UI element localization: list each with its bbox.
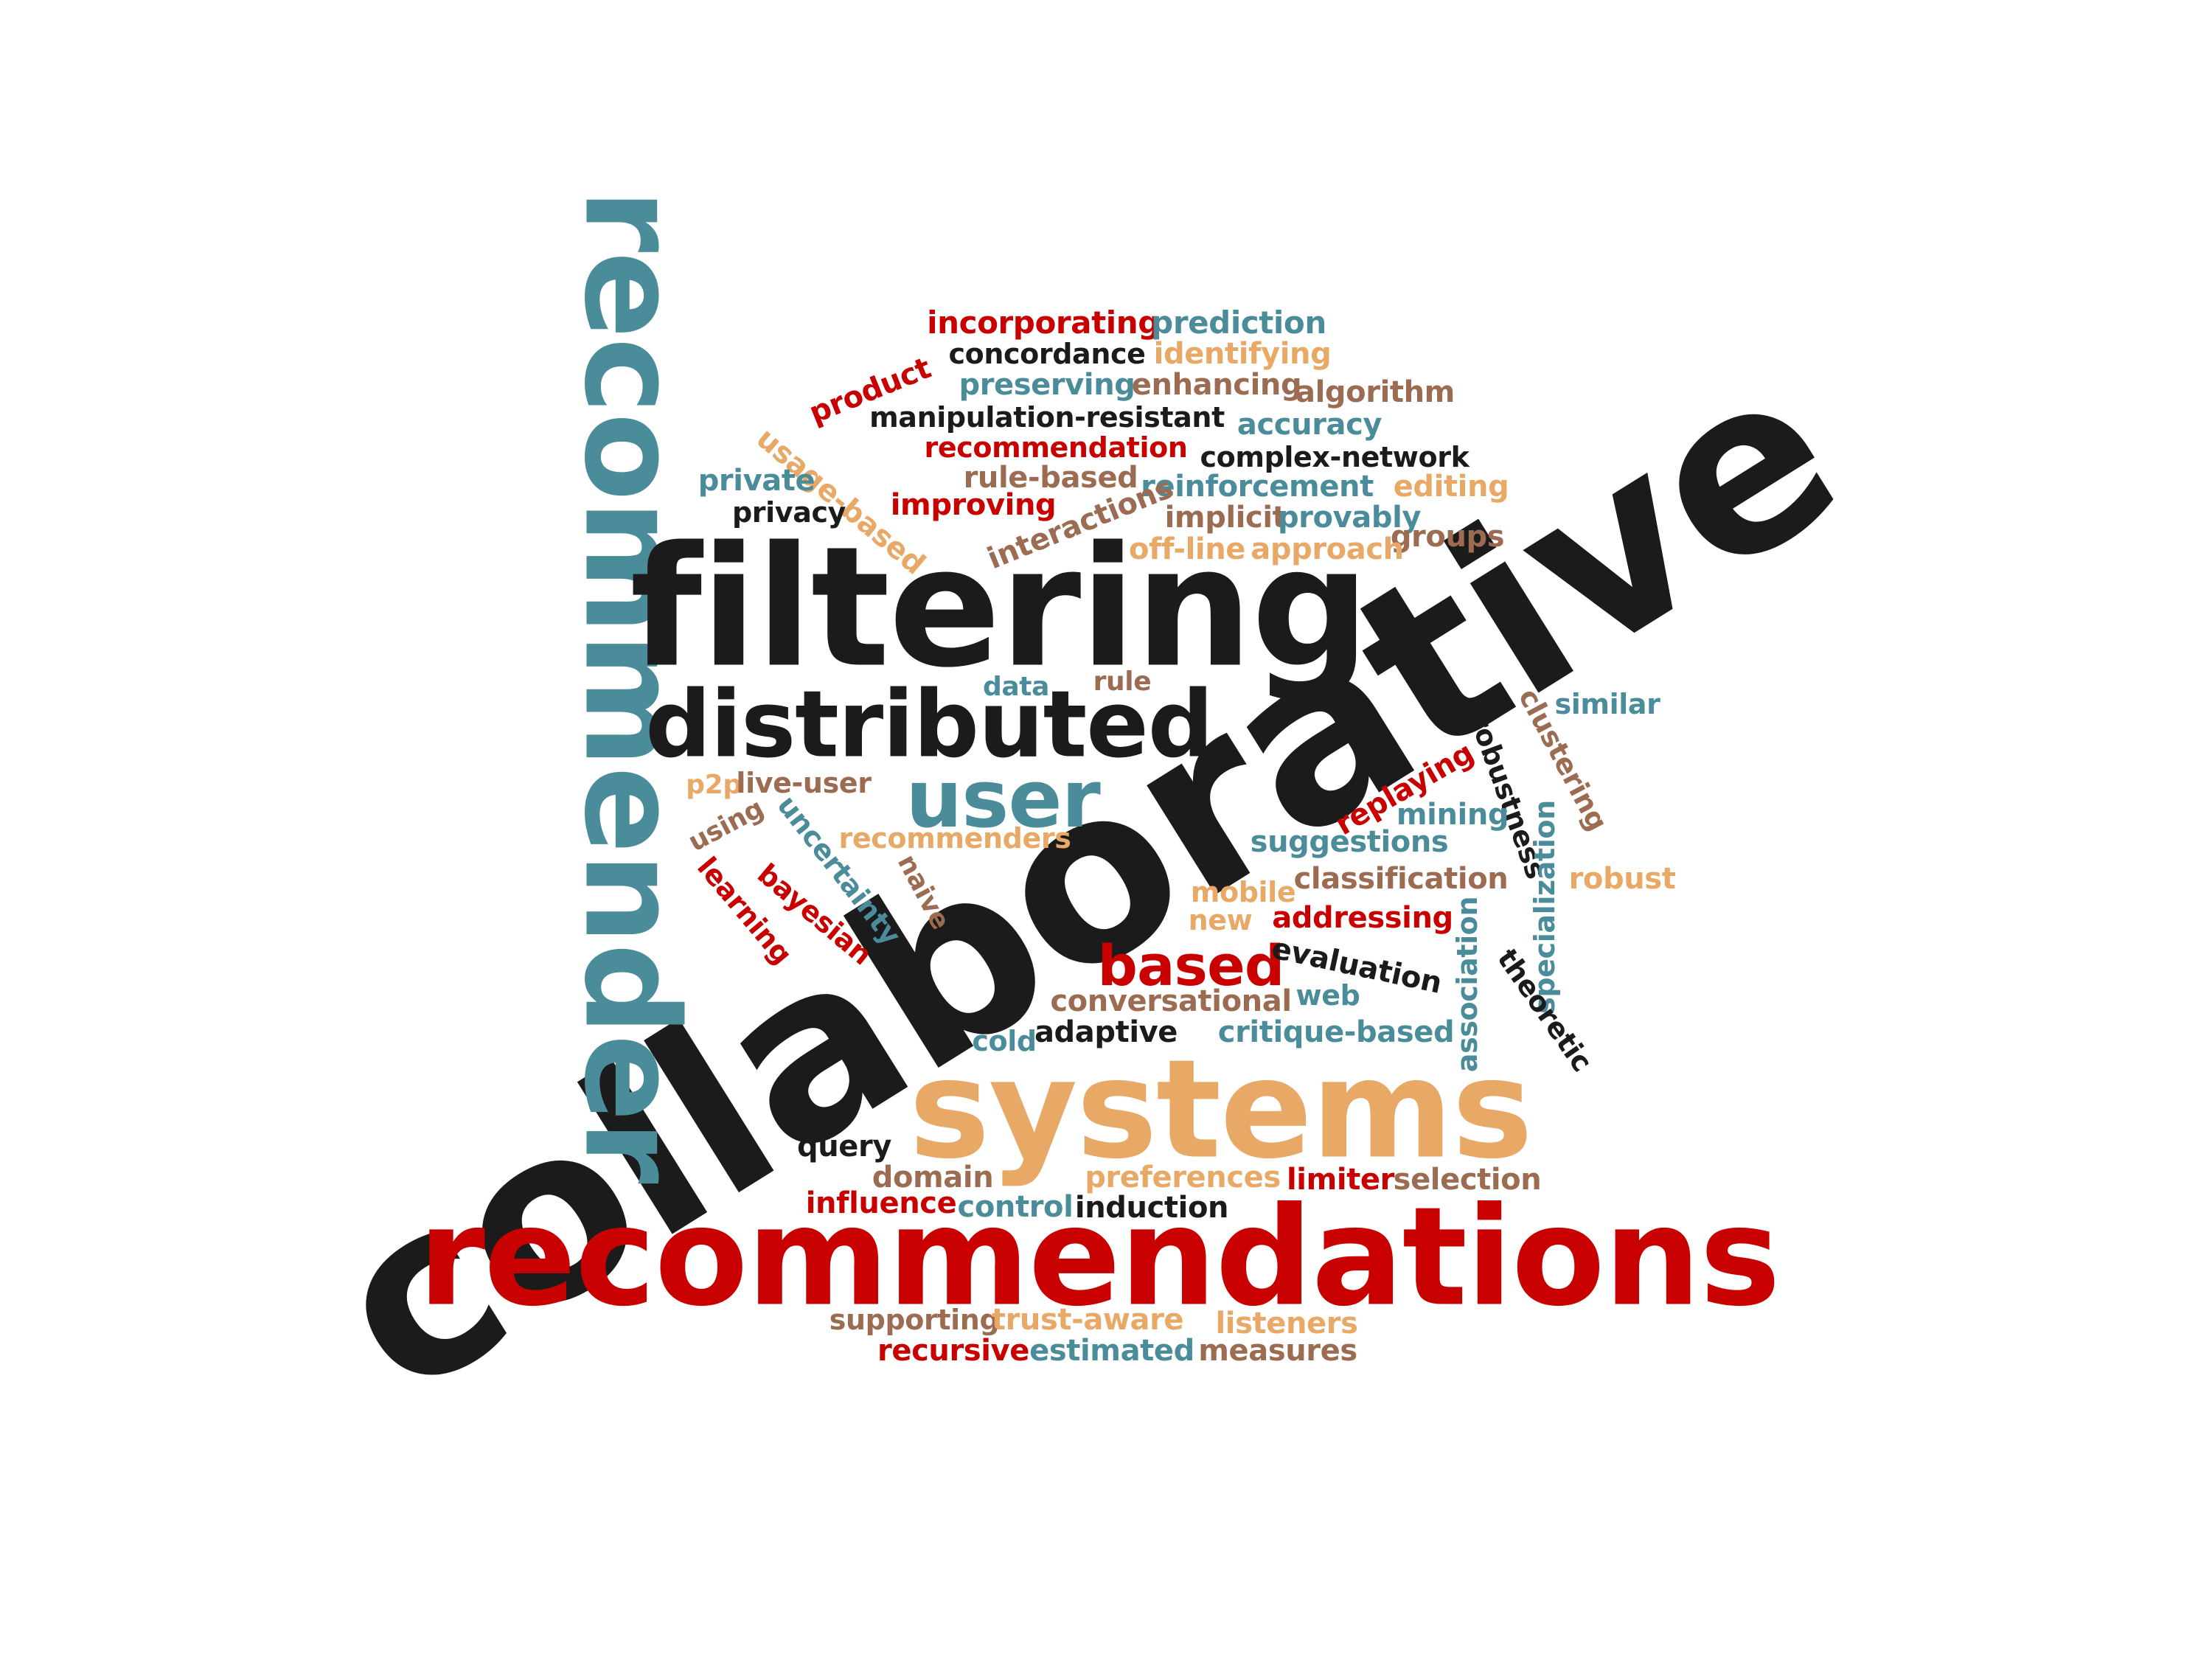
word-user: user (905, 754, 1100, 846)
word-algorithm: algorithm (1295, 375, 1455, 409)
word-suggestions: suggestions (1250, 825, 1449, 859)
word-reinforcement: reinforcement (1141, 470, 1374, 504)
word-accuracy: accuracy (1237, 408, 1382, 442)
word-manipulation-resistant: manipulation-resistant (869, 401, 1225, 434)
word-influence: influence (805, 1186, 957, 1220)
word-cold: cold (972, 1025, 1037, 1057)
word-trust-aware: trust-aware (991, 1303, 1184, 1337)
word-enhancing: enhancing (1131, 368, 1302, 402)
word-conversational: conversational (1050, 984, 1292, 1018)
word-preserving: preserving (959, 368, 1135, 402)
word-recommenders: recommenders (838, 822, 1071, 855)
word-live-user: live-user (736, 767, 872, 799)
word-mobile: mobile (1190, 876, 1296, 908)
word-estimated: estimated (1029, 1334, 1194, 1368)
word-incorporating: incorporating (927, 305, 1160, 341)
word-association: association (1451, 896, 1484, 1073)
word-supporting: supporting (829, 1304, 1000, 1336)
word-measures: measures (1198, 1334, 1357, 1368)
word-listeners: listeners (1215, 1307, 1358, 1340)
word-control: control (957, 1190, 1074, 1224)
word-off-line: off-line (1128, 532, 1246, 566)
word-addressing: addressing (1272, 901, 1453, 935)
word-new: new (1188, 904, 1253, 936)
word-implicit: implicit (1164, 501, 1287, 535)
word-filtering: filtering (630, 511, 1370, 705)
word-limiter: limiter (1287, 1163, 1394, 1197)
word-critique-based: critique-based (1217, 1015, 1455, 1049)
word-complex-network: complex-network (1200, 441, 1470, 473)
word-data: data (982, 672, 1050, 702)
word-systems: systems (908, 1029, 1534, 1189)
word-privacy: privacy (731, 496, 846, 529)
word-similar: similar (1554, 688, 1660, 720)
word-recommendation: recommendation (924, 431, 1188, 464)
word-rule: rule (1093, 667, 1152, 697)
word-identifying: identifying (1153, 337, 1332, 371)
word-groups: groups (1390, 520, 1505, 554)
word-rule-based: rule-based (963, 461, 1138, 495)
word-web: web (1295, 979, 1360, 1012)
word-domain: domain (872, 1161, 994, 1194)
word-robust: robust (1568, 862, 1676, 896)
word-adaptive: adaptive (1034, 1015, 1178, 1049)
word-preferences: preferences (1085, 1161, 1281, 1194)
word-selection: selection (1393, 1163, 1542, 1197)
word-distributed: distributed (645, 671, 1214, 779)
word-induction: induction (1074, 1191, 1229, 1225)
word-improving: improving (890, 488, 1057, 522)
word-query: query (796, 1130, 892, 1164)
word-concordance: concordance (948, 338, 1146, 370)
word-classification: classification (1293, 862, 1509, 896)
word-editing: editing (1393, 470, 1509, 504)
word-recursive: recursive (877, 1334, 1029, 1368)
word-p2p: p2p (686, 770, 742, 800)
word-private: private (698, 464, 815, 498)
word-approach: approach (1251, 532, 1404, 566)
word-prediction: prediction (1151, 305, 1326, 341)
word-mining: mining (1396, 798, 1509, 832)
word-based: based (1097, 933, 1284, 998)
word-recommendations: recommendations (417, 1177, 1781, 1337)
word-provably: provably (1277, 501, 1422, 535)
